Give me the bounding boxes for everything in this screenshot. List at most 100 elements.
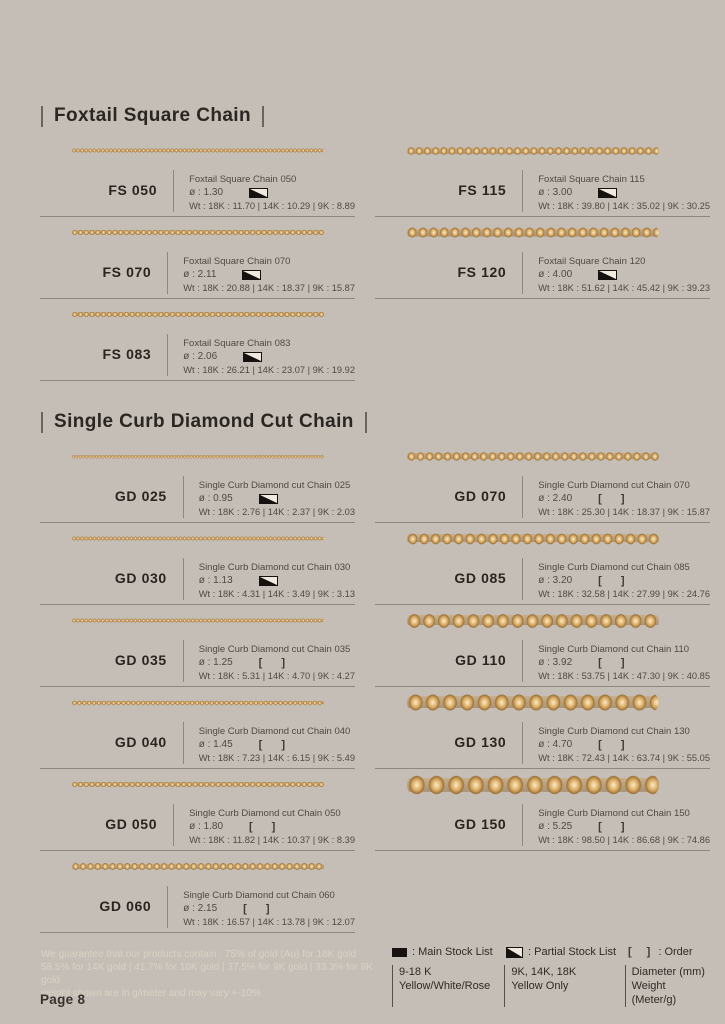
order-bracket-icon: ] bbox=[646, 946, 651, 958]
left-column: GD 025 Single Curb Diamond cut Chain 025 ø… bbox=[40, 441, 355, 933]
product-code: GD 130 bbox=[454, 734, 507, 750]
section-title-row: Single Curb Diamond Cut Chain bbox=[41, 409, 725, 435]
chain-image bbox=[407, 772, 659, 797]
chain-photo-zone bbox=[40, 605, 355, 636]
product-card: FS 115 Foxtail Square Chain 115 ø : 3.00 Wt… bbox=[375, 135, 710, 217]
product-name: Single Curb Diamond cut Chain 060 bbox=[183, 890, 335, 901]
guarantee-line: 58.5% for 14K gold | 41.7% for 10K gold … bbox=[41, 962, 373, 986]
chain-image bbox=[72, 781, 324, 788]
partial-stock-icon bbox=[243, 351, 263, 362]
legend-note-partial: 9K, 14K, 18K Yellow Only bbox=[504, 965, 624, 1007]
legend-note-line: 9K, 14K, 18K bbox=[511, 966, 577, 978]
product-card: GD 150 Single Curb Diamond cut Chain 150 ø… bbox=[375, 769, 710, 851]
product-name: Single Curb Diamond cut Chain 050 bbox=[189, 808, 341, 819]
right-column: GD 070 Single Curb Diamond cut Chain 070 ø… bbox=[375, 441, 710, 933]
code-divider bbox=[522, 476, 524, 518]
order-bracket-icon: [ bbox=[628, 946, 632, 958]
chain-image bbox=[72, 862, 324, 871]
order-bracket-open: [ bbox=[598, 574, 602, 587]
diameter-value: ø : 1.30 bbox=[189, 187, 223, 198]
chain-image bbox=[72, 699, 324, 706]
diameter-row: ø : 2.40 [] bbox=[538, 492, 710, 505]
diameter-value: ø : 1.80 bbox=[189, 821, 223, 832]
code-divider bbox=[173, 170, 175, 212]
main-stock-label: : Main Stock List bbox=[412, 946, 493, 958]
weights-value: Wt : 18K : 11.82 | 14K : 10.37 | 9K : 8.… bbox=[189, 835, 355, 845]
legend-note-line: Weight (Meter/g) bbox=[631, 980, 677, 1006]
product-code: GD 030 bbox=[114, 570, 167, 586]
weights-value: Wt : 18K : 5.31 | 14K : 4.70 | 9K : 4.27 bbox=[198, 671, 355, 681]
code-divider bbox=[173, 804, 175, 846]
weights-value: Wt : 18K : 2.76 | 14K : 2.37 | 9K : 2.03 bbox=[198, 507, 355, 517]
product-info: FS 050 Foxtail Square Chain 050 ø : 1.30 Wt… bbox=[40, 170, 355, 212]
product-description: Single Curb Diamond cut Chain 070 ø : 2.4… bbox=[523, 476, 710, 518]
diameter-value: ø : 5.25 bbox=[538, 821, 573, 832]
weights-value: Wt : 18K : 39.80 | 14K : 35.02 | 9K : 30… bbox=[538, 201, 710, 211]
order-bracket-close: ] bbox=[620, 574, 625, 587]
diameter-value: ø : 1.25 bbox=[198, 657, 233, 668]
diameter-row: ø : 2.06 bbox=[183, 350, 355, 363]
guarantee-line: We guarantee that our products contain :… bbox=[41, 949, 357, 960]
product-info: FS 070 Foxtail Square Chain 070 ø : 2.11 Wt… bbox=[40, 252, 355, 294]
diameter-value: ø : 2.15 bbox=[183, 903, 218, 914]
chain-photo-zone bbox=[40, 441, 355, 472]
product-card: GD 085 Single Curb Diamond cut Chain 085 ø… bbox=[375, 523, 710, 605]
order-bracket-open: [ bbox=[243, 902, 247, 915]
diameter-value: ø : 3.20 bbox=[538, 575, 573, 586]
order-bracket-close: ] bbox=[281, 656, 285, 669]
chain-photo-zone bbox=[40, 851, 355, 882]
code-divider bbox=[182, 722, 184, 764]
product-name: Foxtail Square Chain 083 bbox=[183, 338, 291, 349]
diameter-row: ø : 5.25 [] bbox=[538, 820, 710, 833]
legend-note-main: 9-18 K Yellow/White/Rose bbox=[392, 965, 504, 1007]
diameter-row: ø : 2.15 [] bbox=[183, 902, 355, 915]
order-bracket-close: ] bbox=[620, 738, 625, 751]
section-foxtail-square-chain: Foxtail Square Chain FS 050 Foxtail Squar… bbox=[0, 103, 725, 381]
title-bar-icon bbox=[364, 411, 367, 433]
partial-stock-icon bbox=[258, 575, 278, 586]
legend-partial-stock: : Partial Stock List bbox=[506, 946, 628, 958]
product-description: Single Curb Diamond cut Chain 085 ø : 3.2… bbox=[523, 558, 710, 600]
code-divider bbox=[522, 558, 524, 600]
diameter-value: ø : 3.92 bbox=[538, 657, 573, 668]
diameter-value: ø : 2.11 bbox=[183, 269, 217, 280]
order-bracket-open: [ bbox=[258, 738, 263, 751]
diameter-value: ø : 2.06 bbox=[183, 351, 218, 362]
order-bracket-close: ] bbox=[620, 492, 625, 505]
product-card: GD 130 Single Curb Diamond cut Chain 130 ø… bbox=[375, 687, 710, 769]
diameter-row: ø : 1.30 bbox=[189, 186, 355, 199]
diameter-row: ø : 3.92 [] bbox=[538, 656, 710, 669]
partial-stock-icon bbox=[506, 946, 523, 958]
product-description: Single Curb Diamond cut Chain 035 ø : 1.2… bbox=[184, 640, 355, 682]
section-single-curb-diamond-cut-chain: Single Curb Diamond Cut Chain GD 025 Sing… bbox=[0, 409, 725, 933]
legend-notes-row: 9-18 K Yellow/White/Rose 9K, 14K, 18K Ye… bbox=[392, 965, 712, 1007]
chain-image bbox=[72, 148, 324, 153]
chain-photo-zone bbox=[40, 769, 355, 800]
chain-photo-zone bbox=[375, 135, 710, 166]
diameter-value: ø : 1.45 bbox=[198, 739, 233, 750]
section-title: Foxtail Square Chain bbox=[54, 105, 251, 126]
product-info: GD 060 Single Curb Diamond cut Chain 060 ø… bbox=[40, 886, 355, 928]
partial-stock-icon bbox=[249, 187, 268, 198]
product-description: Single Curb Diamond cut Chain 025 ø : 0.9… bbox=[184, 476, 355, 518]
product-info: GD 130 Single Curb Diamond cut Chain 130 ø… bbox=[375, 722, 710, 764]
right-column: FS 115 Foxtail Square Chain 115 ø : 3.00 Wt… bbox=[375, 135, 710, 381]
weights-value: Wt : 18K : 32.58 | 14K : 27.99 | 9K : 24… bbox=[538, 589, 710, 599]
order-bracket-icon: [] bbox=[598, 739, 624, 751]
guarantee-text: We guarantee that our products contain :… bbox=[41, 948, 391, 1000]
legend-note-line: Yellow/White/Rose bbox=[399, 980, 491, 992]
diameter-row: ø : 2.11 bbox=[183, 268, 355, 281]
code-divider bbox=[522, 252, 524, 294]
product-info: GD 070 Single Curb Diamond cut Chain 070 ø… bbox=[375, 476, 710, 518]
diameter-value: ø : 0.95 bbox=[198, 493, 233, 504]
product-info: GD 150 Single Curb Diamond cut Chain 150 ø… bbox=[375, 804, 710, 846]
chain-image bbox=[72, 311, 324, 318]
product-code: GD 050 bbox=[105, 816, 158, 832]
order-bracket-icon: [] bbox=[598, 821, 624, 833]
order-bracket-close: ] bbox=[265, 902, 270, 915]
product-card: GD 025 Single Curb Diamond cut Chain 025 ø… bbox=[40, 441, 355, 523]
product-name: Single Curb Diamond cut Chain 025 bbox=[198, 480, 351, 491]
product-info: GD 050 Single Curb Diamond cut Chain 050 ø… bbox=[40, 804, 355, 846]
product-name: Foxtail Square Chain 070 bbox=[183, 256, 291, 267]
order-label: : Order bbox=[658, 946, 693, 958]
